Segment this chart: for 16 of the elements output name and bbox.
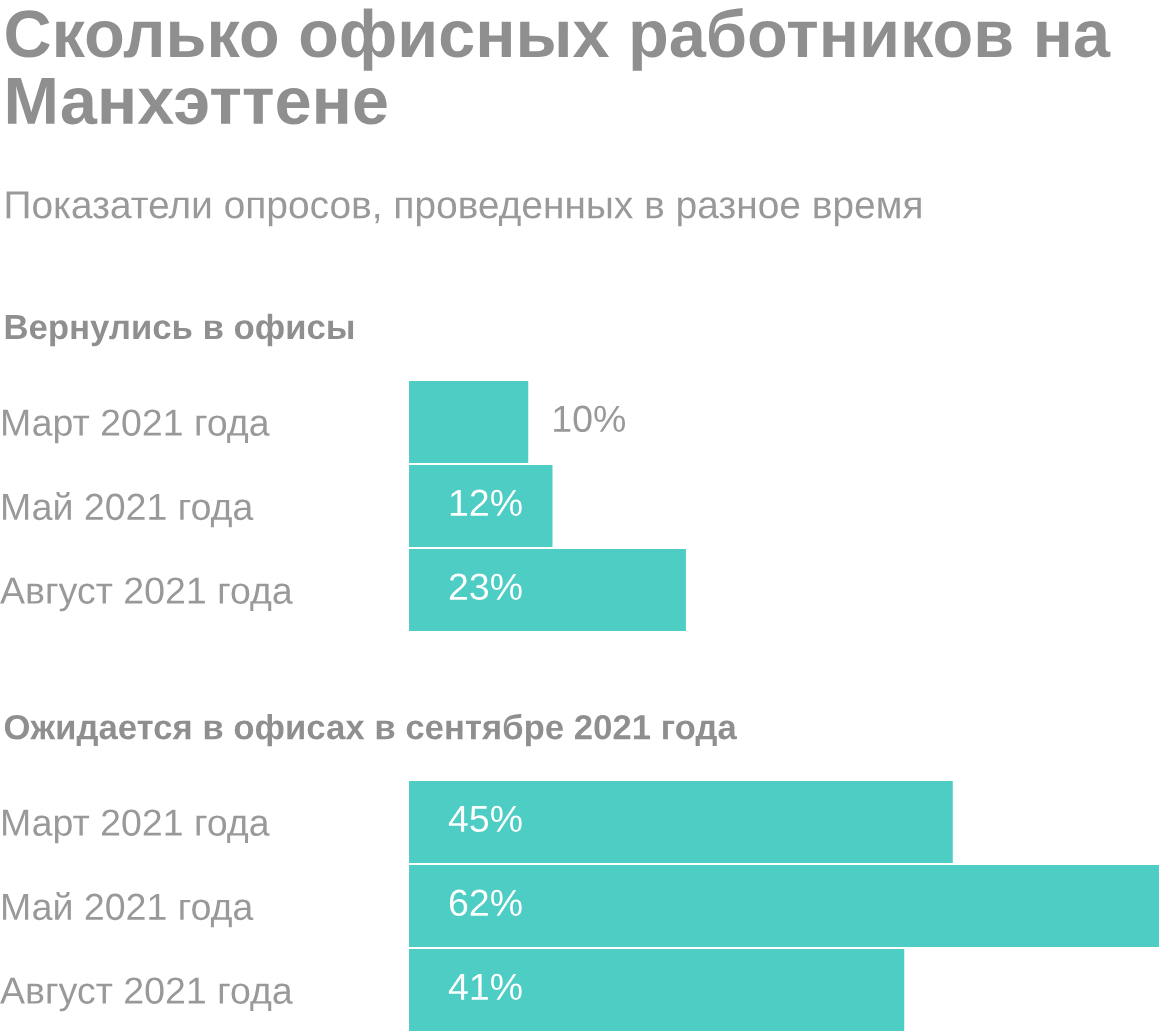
data-label: 62% xyxy=(449,889,522,917)
text: Вернулись в офисы xyxy=(5,313,354,347)
y-tick-label: Март 2021 года xyxy=(3,409,270,444)
data-label: 12% xyxy=(450,489,522,516)
chart-title: Сколько офисных работников на Манхэттене xyxy=(6,8,1111,125)
y-tick-label: Март 2021 года xyxy=(3,809,270,844)
y-tick-label: Май 2021 года xyxy=(3,491,254,528)
data-label: 45% xyxy=(448,805,522,833)
chart-subtitle: Показатели опросов, проведенных в разное время xyxy=(6,191,921,227)
y-tick-label: Август 2021 года xyxy=(0,977,293,1012)
data-label: 23% xyxy=(449,573,522,601)
y-tick-label: Май 2021 года xyxy=(3,891,254,928)
y-tick-label: Август 2021 года xyxy=(0,577,293,612)
chart-title: Ожидается в офисах в сентябре 2021 года xyxy=(4,713,737,747)
data-label: 41% xyxy=(448,973,522,1000)
data-label: 10% xyxy=(554,405,626,433)
